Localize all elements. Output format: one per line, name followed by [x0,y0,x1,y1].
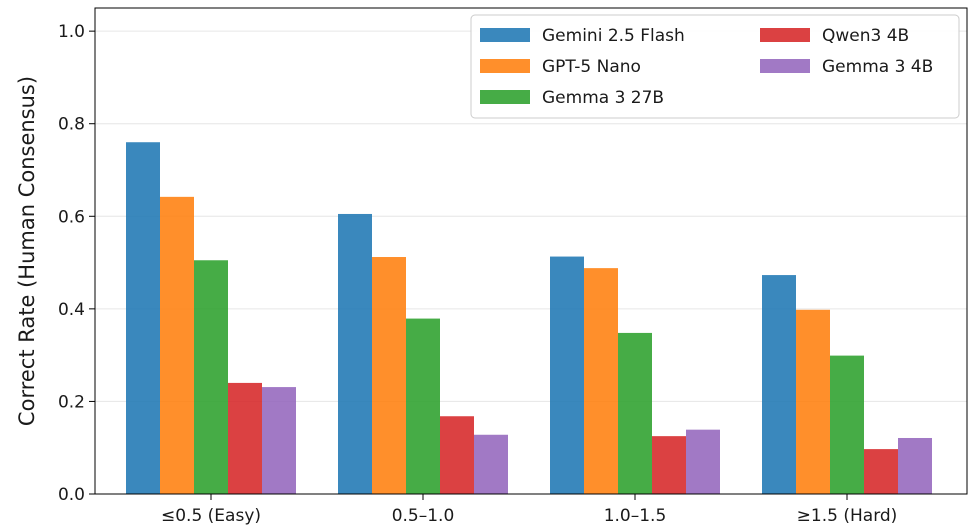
legend-label-qwen3-4b: Qwen3 4B [822,26,909,46]
bar-qwen3-4b-2 [652,436,686,494]
bar-gemini-2-5-flash-3 [762,275,796,494]
bar-gemma-3-4b-2 [686,429,720,494]
bars [126,142,932,495]
legend-label-gpt-5-nano: GPT-5 Nano [542,57,641,77]
y-tick-label: 0.2 [58,392,85,412]
legend-swatch-gemma-3-27b [480,90,530,104]
y-axis: 0.0 0.2 0.4 0.6 0.8 1.0 [58,22,95,505]
legend: Gemini 2.5 Flash GPT-5 Nano Gemma 3 27B Qwe… [470,14,960,119]
legend-box [470,14,960,119]
bar-gemma-3-27b-3 [830,355,864,494]
bar-qwen3-4b-0 [228,382,262,494]
x-tick-label: 0.5–1.0 [392,506,455,526]
x-tick-label: ≤0.5 (Easy) [161,506,261,526]
legend-swatch-gemma-3-4b [760,59,810,73]
legend-label-gemma-3-27b: Gemma 3 27B [542,88,664,108]
legend-swatch-gpt-5-nano [480,59,530,73]
y-tick-label: 0.8 [58,115,85,135]
bar-qwen3-4b-3 [864,449,898,494]
bar-gemma-3-4b-1 [474,434,508,494]
bar-gpt-5-nano-2 [584,268,618,494]
y-tick-label: 0.6 [58,207,85,227]
bar-gpt-5-nano-1 [372,257,406,494]
legend-label-gemini-2-5-flash: Gemini 2.5 Flash [542,26,685,46]
y-tick-label: 1.0 [58,22,85,42]
bar-gemma-3-27b-2 [618,332,652,494]
x-tick-label: 1.0–1.5 [604,506,667,526]
bar-gemma-3-4b-0 [262,387,296,494]
bar-qwen3-4b-1 [440,416,474,494]
y-tick-label: 0.4 [58,300,85,320]
bar-gemma-3-4b-3 [898,437,932,494]
bar-gpt-5-nano-0 [160,196,194,495]
bar-gpt-5-nano-3 [796,309,830,494]
bar-gemini-2-5-flash-1 [338,213,372,494]
legend-swatch-qwen3-4b [760,28,810,42]
bar-gemini-2-5-flash-0 [126,142,160,494]
bar-gemma-3-27b-1 [406,318,440,494]
legend-label-gemma-3-4b: Gemma 3 4B [822,57,933,77]
x-axis: ≤0.5 (Easy) 0.5–1.0 1.0–1.5 ≥1.5 (Hard) [161,494,897,526]
plot-frame [94,7,968,495]
y-tick-label: 0.0 [58,485,85,505]
bar-gemini-2-5-flash-2 [550,256,584,494]
legend-swatch-gemini-2-5-flash [480,28,530,42]
bar-gemma-3-27b-0 [194,260,228,494]
x-tick-label: ≥1.5 (Hard) [797,506,898,526]
y-axis-title: Correct Rate (Human Consensus) [15,76,39,426]
